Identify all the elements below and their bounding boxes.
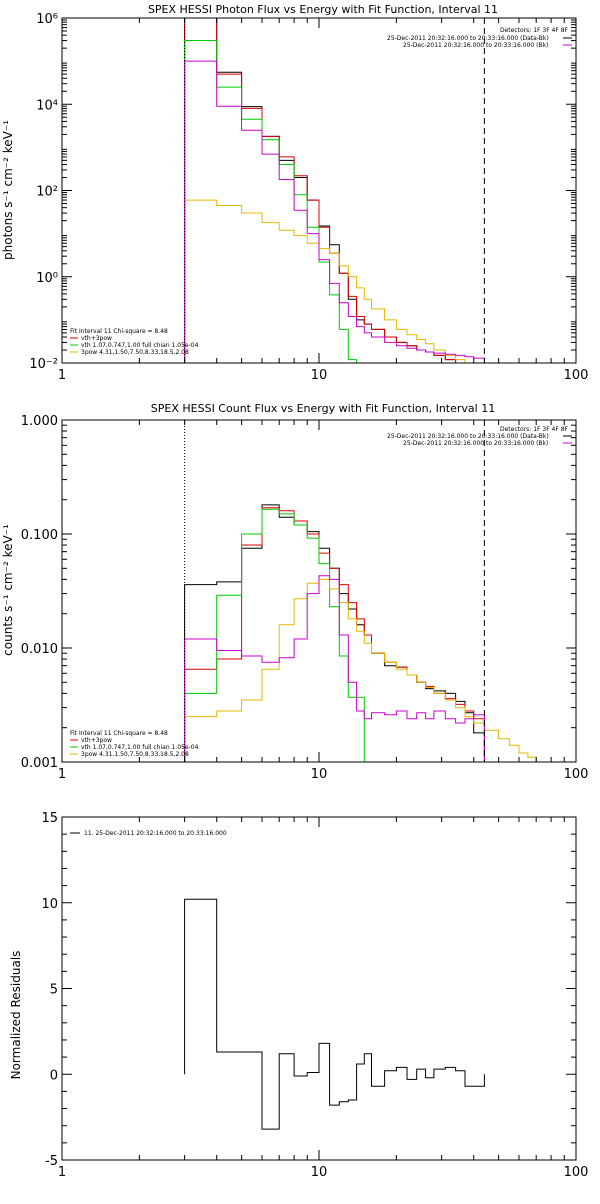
residuals-panel: Normalized Residuals 1 10 100 15 10 5 0 -5 11. … — [9, 811, 588, 1180]
residuals-x-tick-label: 1 — [58, 1165, 66, 1180]
photon-chart-title: SPEX HESSI Photon Flux vs Energy with Fi… — [148, 3, 498, 16]
count-y-tick-label: 0.001 — [21, 756, 58, 771]
residuals-series-0 — [184, 898, 485, 1130]
count-series-4 — [184, 575, 485, 762]
residuals-y-tick-label: 10 — [41, 897, 58, 912]
photon-series-0 — [184, 18, 485, 363]
photon-y-tick-label: 10⁻² — [29, 357, 58, 372]
residuals-x-tick-label: 100 — [564, 1165, 589, 1180]
photon-y-tick-label: 10⁶ — [36, 12, 58, 27]
photon-legend-fit-interval: Fit Interval 11 Chi-square = 8.48 — [70, 328, 168, 335]
residuals-x-tick-label: 10 — [311, 1165, 328, 1180]
count-vlines — [184, 420, 485, 762]
photon-legend-vth3pow: vth+3pow — [81, 335, 112, 342]
count-chart-title: SPEX HESSI Count Flux vs Energy with Fit… — [151, 402, 495, 415]
residuals-y-tick-label: -5 — [45, 1154, 58, 1169]
count-series-1 — [184, 507, 485, 762]
photon-axis-ticks: 1 10 100 10⁶ 10⁴ 10² 10⁰ 10⁻² — [29, 12, 588, 383]
photon-y-tick-label: 10⁰ — [36, 271, 58, 286]
residuals-legend-entry: 11. 25-Dec-2011 20:32:16.000 to 20:33:16… — [84, 830, 227, 837]
count-series-2 — [184, 508, 372, 762]
count-x-tick-label: 100 — [564, 767, 589, 782]
photon-series-4 — [184, 60, 485, 363]
count-series-3 — [184, 578, 544, 762]
photon-legend-3pow: 3pow 4.31,1.50,7.50,8.33,18.5,2.08 — [81, 349, 189, 356]
photon-legend-bottom: Fit Interval 11 Chi-square = 8.48 vth+3p… — [70, 328, 199, 356]
count-y-tick-label: 0.100 — [21, 528, 58, 543]
count-series-group — [184, 504, 544, 762]
residuals-legend: 11. 25-Dec-2011 20:32:16.000 to 20:33:16… — [70, 830, 227, 837]
count-series-0 — [184, 504, 485, 762]
residuals-y-tick-label: 15 — [41, 811, 58, 826]
count-y-tick-label: 1.000 — [21, 414, 58, 429]
photon-legend-data-bk: 25-Dec-2011 20:32:16.000 to 20:33:16.000… — [387, 35, 549, 42]
photon-y-axis-label: photons s⁻¹ cm⁻² keV⁻¹ — [1, 120, 15, 260]
photon-x-tick-label: 10 — [311, 368, 328, 383]
photon-legend-detectors: Detectors: 1F 3F 4F 8F — [500, 27, 569, 34]
count-legend-fit-interval: Fit Interval 11 Chi-square = 8.48 — [70, 730, 168, 737]
count-y-axis-label: counts s⁻¹ cm⁻² keV⁻¹ — [1, 524, 15, 656]
residuals-y-tick-label: 0 — [50, 1068, 58, 1083]
residuals-axis-ticks: 1 10 100 15 10 5 0 -5 — [41, 811, 588, 1180]
count-legend-vth: vth 1.07,0.747,1.00 full chian 1.05e-04 — [81, 744, 199, 751]
photon-y-tick-label: 10⁴ — [36, 98, 58, 113]
residuals-y-tick-label: 5 — [50, 983, 58, 998]
count-flux-panel: SPEX HESSI Count Flux vs Energy with Fit… — [1, 402, 588, 782]
residuals-y-axis-label: Normalized Residuals — [9, 951, 23, 1080]
count-legend-3pow: 3pow 4.31,1.50,7.50,8.33,18.5,2.08 — [81, 751, 189, 758]
photon-legend-vth: vth 1.07,0.747,1.00 full chian 1.05e-04 — [81, 342, 199, 349]
count-legend-data-bk: 25-Dec-2011 20:32:16.000 to 20:33:16.000… — [387, 433, 549, 440]
count-y-tick-label: 0.010 — [21, 642, 58, 657]
count-axis-ticks: 1 10 100 1.000 0.100 0.010 0.001 — [21, 414, 589, 782]
residuals-plot-frame — [61, 816, 577, 1161]
photon-x-tick-label: 100 — [564, 368, 589, 383]
photon-series-3 — [184, 199, 510, 363]
residuals-series-group — [184, 898, 485, 1130]
photon-vlines — [184, 18, 485, 363]
photon-flux-panel: SPEX HESSI Photon Flux vs Energy with Fi… — [1, 3, 588, 383]
count-legend-bk: 25-Dec-2011 20:32:16.000 to 20:33:16.000… — [403, 440, 548, 447]
photon-y-tick-label: 10² — [36, 185, 58, 200]
count-legend-vth3pow: vth+3pow — [81, 737, 112, 744]
photon-x-tick-label: 1 — [58, 368, 66, 383]
photon-plot-frame — [61, 17, 577, 364]
photon-series-group — [184, 18, 510, 363]
photon-legend-bk: 25-Dec-2011 20:32:16.000 to 20:33:16.000… — [403, 42, 548, 49]
count-legend-bottom: Fit Interval 11 Chi-square = 8.48 vth+3p… — [70, 730, 199, 758]
photon-series-2 — [184, 40, 372, 363]
photon-legend-top: Detectors: 1F 3F 4F 8F 25-Dec-2011 20:32… — [387, 27, 572, 49]
count-x-tick-label: 10 — [311, 767, 328, 782]
count-legend-detectors: Detectors: 1F 3F 4F 8F — [500, 426, 569, 433]
count-legend-top: Detectors: 1F 3F 4F 8F 25-Dec-2011 20:32… — [387, 426, 572, 447]
photon-series-1 — [184, 18, 485, 363]
count-x-tick-label: 1 — [58, 767, 66, 782]
